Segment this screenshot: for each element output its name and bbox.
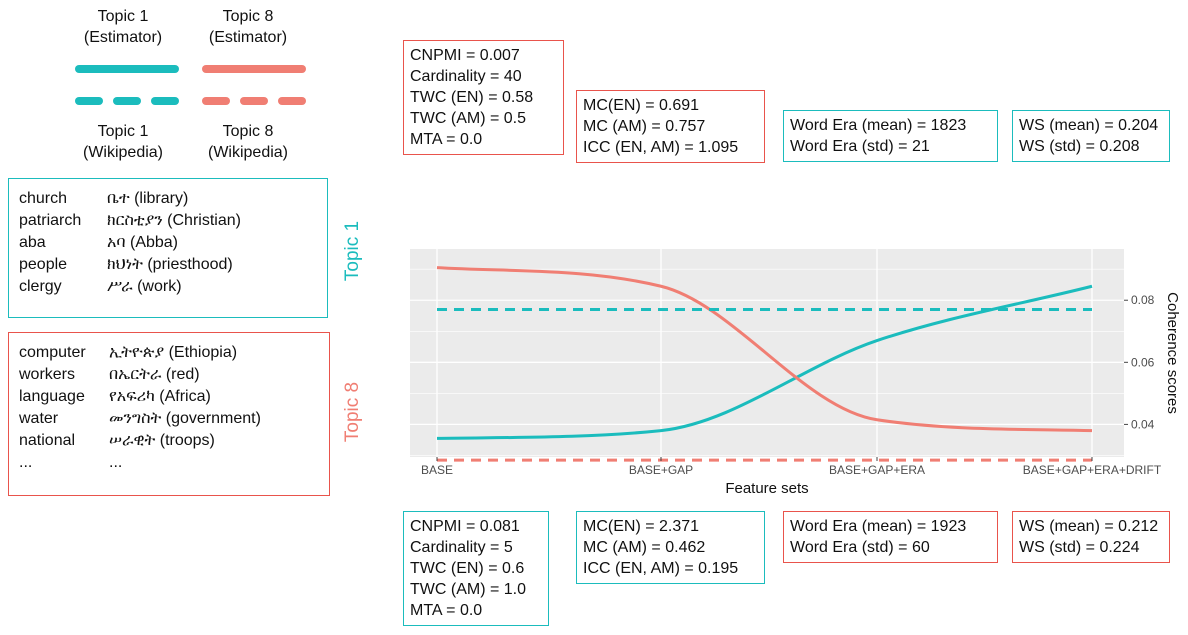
metric-line: CNPMI = 0.007	[410, 47, 520, 64]
x-tick-label: BASE+GAP+ERA	[829, 463, 925, 477]
amharic-word: ሠራዊት (troops)	[109, 432, 215, 449]
word-pair-row: national ሠራዊት (troops)	[19, 430, 319, 452]
x-tick-label: BASE+GAP	[629, 463, 693, 477]
metric-line: WS (std) = 0.224	[1019, 539, 1140, 556]
metric-line: Word Era (mean) = 1923	[790, 518, 967, 535]
word-pair-row: church ቤተ (library)	[19, 188, 317, 210]
topic8-cnpmi-box: CNPMI = 0.007 Cardinality = 40 TWC (EN) = …	[403, 40, 564, 155]
topic1-mc-box: MC(EN) = 2.371 MC (AM) = 0.462 ICC (EN, AM…	[576, 511, 765, 584]
amharic-word: ቤተ (library)	[107, 190, 189, 207]
topic8-word-box: computer ኢትዮጵያ (Ethiopia) workers በኤርትራ (re…	[8, 332, 330, 496]
legend-estimator-topic1: Topic 1 (Estimator)	[83, 8, 163, 46]
metric-line: Word Era (std) = 21	[790, 138, 930, 155]
english-word: people	[19, 256, 68, 273]
word-pair-row: ......	[19, 452, 319, 474]
amharic-word: አባ (Abba)	[107, 234, 179, 251]
english-word: church	[19, 190, 68, 207]
metric-line: MC (AM) = 0.462	[583, 539, 706, 556]
word-pair-row: clergy ሥራ (work)	[19, 276, 317, 298]
amharic-word: ኢትዮጵያ (Ethiopia)	[109, 344, 238, 361]
metric-line: Word Era (std) = 60	[790, 539, 930, 556]
english-word: clergy	[19, 278, 62, 295]
legend-solid-topic1-swatch	[75, 65, 179, 73]
metric-line: MTA = 0.0	[410, 602, 483, 619]
english-word: ...	[19, 454, 33, 471]
word-pair-row: computer ኢትዮጵያ (Ethiopia)	[19, 342, 319, 364]
topic8-mc-box: MC(EN) = 0.691 MC (AM) = 0.757 ICC (EN, AM…	[576, 90, 765, 163]
metric-line: Word Era (mean) = 1823	[790, 117, 967, 134]
word-pair-row: aba አባ (Abba)	[19, 232, 317, 254]
legend-wikipedia-topic8: Topic 8 (Wikipedia)	[207, 123, 288, 161]
metric-line: CNPMI = 0.081	[410, 518, 520, 535]
topic1-word-era-box: Word Era (mean) = 1823 Word Era (std) = 2…	[783, 110, 998, 162]
legend-dash-topic8-swatch	[202, 97, 230, 105]
legend-wikipedia-topic1: Topic 1 (Wikipedia)	[82, 123, 163, 161]
topic8-word-era-box: Word Era (mean) = 1923 Word Era (std) = 6…	[783, 511, 998, 563]
amharic-word: መንግስት (government)	[109, 410, 261, 427]
legend-dash-topic8-swatch	[240, 97, 268, 105]
topic1-ws-box: WS (mean) = 0.204 WS (std) = 0.208	[1012, 110, 1170, 162]
metric-line: ICC (EN, AM) = 0.195	[583, 560, 739, 577]
y-tick-label: 0.06	[1131, 355, 1155, 369]
y-axis-title: Coherence scores	[1164, 292, 1181, 414]
english-word: language	[19, 388, 85, 405]
amharic-word: ሥራ (work)	[107, 278, 182, 295]
metric-line: MC(EN) = 0.691	[583, 97, 700, 114]
solid-series-line	[436, 266, 1093, 433]
metric-line: MC(EN) = 2.371	[583, 518, 700, 535]
metric-line: MC (AM) = 0.757	[583, 118, 706, 135]
topic1-word-box: church ቤተ (library) patriarch ክርስቲያን (Chris…	[8, 178, 328, 318]
english-word: national	[19, 432, 76, 449]
metric-line: MTA = 0.0	[410, 131, 483, 148]
x-tick-label: BASE+GAP+ERA+DRIFT	[1023, 463, 1162, 477]
metric-line: WS (std) = 0.208	[1019, 138, 1140, 155]
english-word: aba	[19, 234, 46, 251]
amharic-word: ክርስቲያን (Christian)	[107, 212, 241, 229]
y-tick-label: 0.08	[1131, 293, 1155, 307]
english-word: workers	[19, 366, 76, 383]
word-pair-row: patriarch ክርስቲያን (Christian)	[19, 210, 317, 232]
word-pair-row: workers በኤርትራ (red)	[19, 364, 319, 386]
metric-line: TWC (EN) = 0.6	[410, 560, 525, 577]
amharic-word: በኤርትራ (red)	[109, 366, 200, 383]
topic8-ws-box: WS (mean) = 0.212 WS (std) = 0.224	[1012, 511, 1170, 563]
metric-line: Cardinality = 40	[410, 68, 522, 85]
amharic-word: ክህነት (priesthood)	[107, 256, 233, 273]
amharic-word: የአፍሪካ (Africa)	[109, 388, 211, 405]
amharic-word: ...	[109, 454, 123, 471]
word-pair-row: language የአፍሪካ (Africa)	[19, 386, 319, 408]
y-tick-label: 0.04	[1131, 417, 1155, 431]
legend-dash-topic8-swatch	[278, 97, 306, 105]
word-pair-row: water መንግስት (government)	[19, 408, 319, 430]
metric-line: Cardinality = 5	[410, 539, 513, 556]
topic1-cnpmi-box: CNPMI = 0.081 Cardinality = 5 TWC (EN) = 0…	[403, 511, 549, 626]
solid-series-line	[436, 284, 1093, 440]
metric-line: ICC (EN, AM) = 1.095	[583, 139, 739, 156]
legend-dash-topic1-swatch	[75, 97, 103, 105]
word-pair-row: people ክህነት (priesthood)	[19, 254, 317, 276]
metric-line: WS (mean) = 0.204	[1019, 117, 1159, 134]
legend-solid-topic8-swatch	[202, 65, 306, 73]
english-word: patriarch	[19, 212, 82, 229]
english-word: water	[19, 410, 59, 427]
legend-estimator-topic8: Topic 8 (Estimator)	[208, 8, 288, 46]
metric-line: TWC (AM) = 1.0	[410, 581, 527, 598]
x-axis-title: Feature sets	[725, 480, 808, 497]
metric-line: TWC (AM) = 0.5	[410, 110, 527, 127]
legend-dash-topic1-swatch	[113, 97, 141, 105]
metric-line: WS (mean) = 0.212	[1019, 518, 1159, 535]
english-word: computer	[19, 344, 86, 361]
metric-line: TWC (EN) = 0.58	[410, 89, 534, 106]
legend-dash-topic1-swatch	[151, 97, 179, 105]
x-tick-label: BASE	[421, 463, 453, 477]
